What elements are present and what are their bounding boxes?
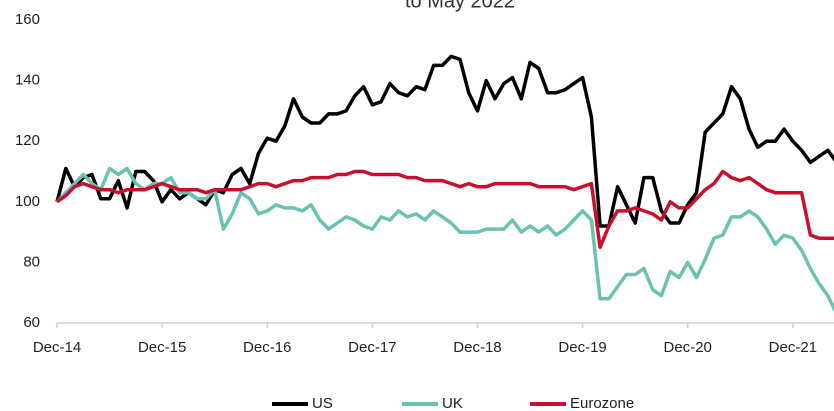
x-tick-label: Dec-15 xyxy=(138,339,186,356)
chart-title: to May 2022 xyxy=(405,0,515,12)
y-tick-label: 140 xyxy=(15,72,40,89)
y-tick-label: 60 xyxy=(23,314,40,331)
x-tick-label: Dec-18 xyxy=(453,339,501,356)
x-tick-label: Dec-14 xyxy=(33,339,81,356)
x-tick-label: Dec-17 xyxy=(348,339,396,356)
series-line xyxy=(55,166,834,313)
series-line xyxy=(56,169,834,250)
x-tick-label: Dec-20 xyxy=(664,339,712,356)
y-tick-label: 160 xyxy=(15,11,40,28)
x-tick-label: Dec-19 xyxy=(558,339,606,356)
x-tick-label: Dec-16 xyxy=(243,339,291,356)
x-tick-label: Dec-21 xyxy=(769,339,817,356)
y-tick-label: 120 xyxy=(15,132,40,149)
y-tick-label: 100 xyxy=(15,193,40,210)
legend-label: UK xyxy=(442,395,463,411)
y-tick-label: 80 xyxy=(23,253,40,270)
series-line xyxy=(55,54,834,228)
legend-label: US xyxy=(312,395,333,411)
legend-label: Eurozone xyxy=(570,395,634,411)
